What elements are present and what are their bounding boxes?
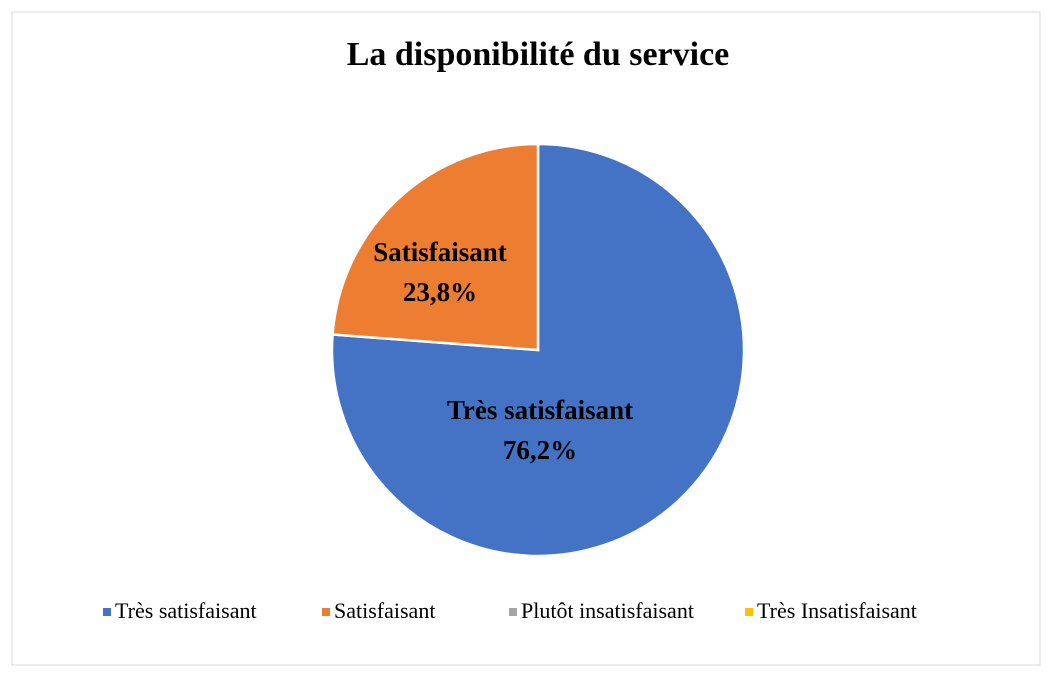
data-label: 23,8%: [403, 277, 477, 307]
legend-label: Très satisfaisant: [115, 598, 257, 623]
legend-swatch: [509, 608, 517, 616]
data-label-name: Satisfaisant: [373, 237, 507, 267]
legend-label: Satisfaisant: [334, 598, 435, 623]
chart-title: La disponibilité du service: [347, 36, 730, 73]
legend-swatch: [745, 608, 753, 616]
data-label-name: Très satisfaisant: [447, 395, 633, 425]
pie-slice: [331, 142, 540, 352]
legend-label: Très Insatisfaisant: [757, 598, 917, 623]
data-label: 76,2%: [503, 435, 577, 465]
legend-swatch: [322, 608, 330, 616]
legend-swatch: [103, 608, 111, 616]
legend-label: Plutôt insatisfaisant: [521, 598, 694, 623]
